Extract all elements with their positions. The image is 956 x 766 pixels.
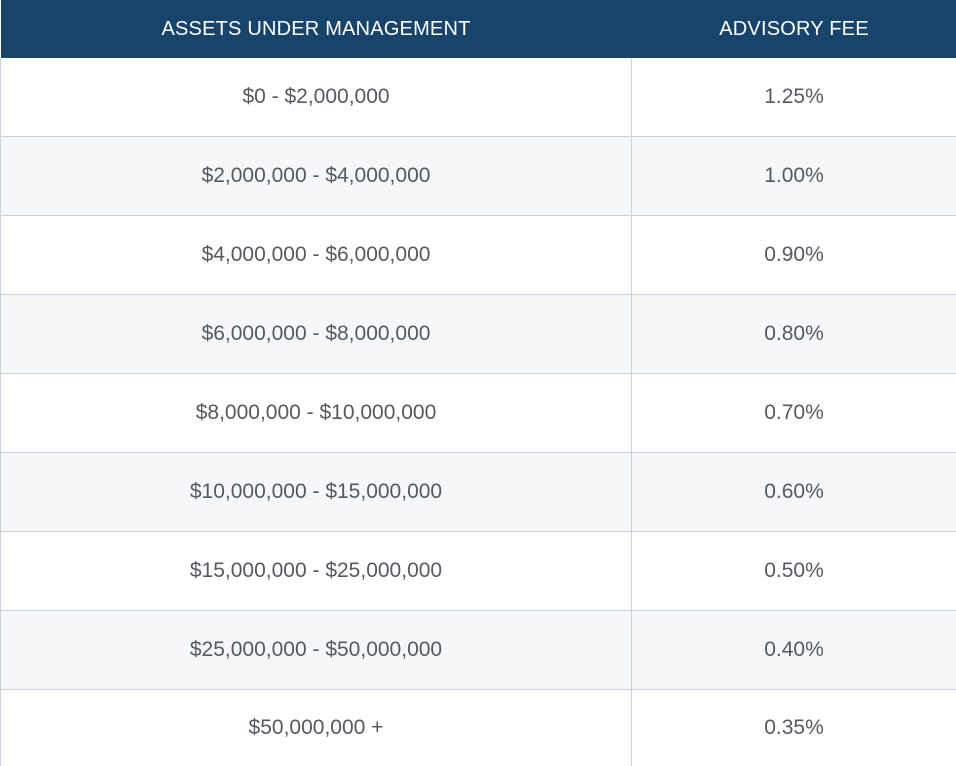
assets-range-cell: $8,000,000 - $10,000,000 bbox=[0, 373, 632, 453]
table-row: $6,000,000 - $8,000,000 0.80% bbox=[0, 294, 956, 374]
advisory-fee-cell: 0.70% bbox=[631, 373, 956, 453]
advisory-fee-cell: 0.35% bbox=[631, 689, 956, 766]
header-advisory-fee: ADVISORY FEE bbox=[719, 17, 869, 40]
table-row: $10,000,000 - $15,000,000 0.60% bbox=[0, 452, 956, 532]
assets-range-cell: $4,000,000 - $6,000,000 bbox=[0, 215, 632, 295]
advisory-fee-cell: 0.40% bbox=[631, 610, 956, 690]
advisory-fee-cell: 0.60% bbox=[631, 452, 956, 532]
advisory-fee-cell: 0.80% bbox=[631, 294, 956, 374]
assets-range-cell: $50,000,000 + bbox=[0, 689, 632, 766]
table-row: $4,000,000 - $6,000,000 0.90% bbox=[0, 215, 956, 295]
table-row: $15,000,000 - $25,000,000 0.50% bbox=[0, 531, 956, 611]
assets-range-cell: $25,000,000 - $50,000,000 bbox=[0, 610, 632, 690]
assets-range-cell: $2,000,000 - $4,000,000 bbox=[0, 136, 632, 216]
advisory-fee-cell: 1.25% bbox=[631, 58, 956, 137]
header-assets-under-management: ASSETS UNDER MANAGEMENT bbox=[161, 17, 471, 40]
table-row: $25,000,000 - $50,000,000 0.40% bbox=[0, 610, 956, 690]
table-row: $0 - $2,000,000 1.25% bbox=[0, 58, 956, 137]
table-row: $8,000,000 - $10,000,000 0.70% bbox=[0, 373, 956, 453]
table-header: ASSETS UNDER MANAGEMENT ADVISORY FEE bbox=[0, 0, 956, 58]
table-row: $50,000,000 + 0.35% bbox=[0, 689, 956, 766]
advisory-fee-cell: 1.00% bbox=[631, 136, 956, 216]
assets-range-cell: $6,000,000 - $8,000,000 bbox=[0, 294, 632, 374]
table-row: $2,000,000 - $4,000,000 1.00% bbox=[0, 136, 956, 216]
assets-range-cell: $15,000,000 - $25,000,000 bbox=[0, 531, 632, 611]
assets-range-cell: $10,000,000 - $15,000,000 bbox=[0, 452, 632, 532]
table-body: $0 - $2,000,000 1.25% $2,000,000 - $4,00… bbox=[0, 58, 956, 766]
assets-range-cell: $0 - $2,000,000 bbox=[0, 58, 632, 137]
advisory-fee-cell: 0.50% bbox=[631, 531, 956, 611]
header-row: ASSETS UNDER MANAGEMENT ADVISORY FEE bbox=[0, 0, 956, 58]
advisory-fee-cell: 0.90% bbox=[631, 215, 956, 295]
